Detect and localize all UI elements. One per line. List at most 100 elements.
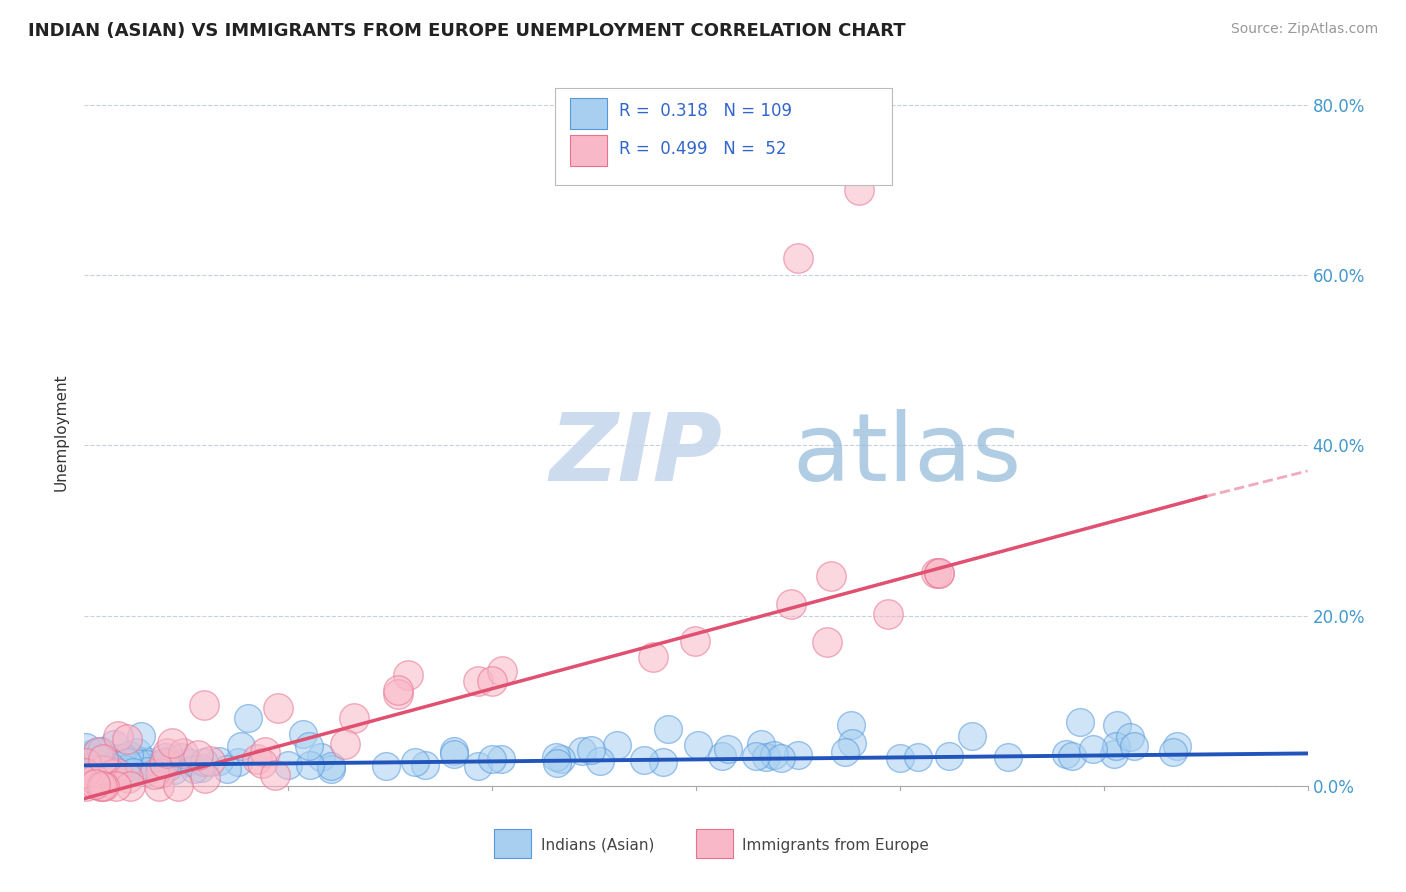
Text: Immigrants from Europe: Immigrants from Europe xyxy=(742,838,929,853)
Point xyxy=(292,727,315,741)
Point xyxy=(588,755,610,769)
Point xyxy=(938,749,960,764)
Point xyxy=(571,744,593,758)
Point xyxy=(299,758,322,772)
Point xyxy=(156,760,179,774)
Point xyxy=(107,730,129,744)
Point xyxy=(87,752,110,766)
Point xyxy=(928,566,950,580)
Point xyxy=(193,755,215,769)
Point xyxy=(153,758,176,772)
Point xyxy=(190,761,212,775)
Point xyxy=(93,779,115,793)
Point xyxy=(246,752,269,766)
Point xyxy=(1161,746,1184,760)
Point xyxy=(374,759,396,773)
Point xyxy=(651,755,673,769)
Point xyxy=(633,754,655,768)
Point xyxy=(688,739,710,753)
Point xyxy=(90,744,112,758)
Point xyxy=(387,682,409,697)
Point xyxy=(103,756,125,771)
Point xyxy=(319,759,342,773)
Point xyxy=(907,750,929,764)
Point xyxy=(136,764,159,778)
Point xyxy=(125,745,148,759)
Point xyxy=(148,779,170,793)
Point xyxy=(236,711,259,725)
Point xyxy=(80,759,103,773)
Point xyxy=(770,751,793,765)
Point xyxy=(841,735,863,749)
Point xyxy=(157,755,180,769)
Point xyxy=(91,763,114,777)
Point xyxy=(93,754,115,768)
Point xyxy=(749,737,772,751)
Text: INDIAN (ASIAN) VS IMMIGRANTS FROM EUROPE UNEMPLOYMENT CORRELATION CHART: INDIAN (ASIAN) VS IMMIGRANTS FROM EUROPE… xyxy=(28,22,905,40)
Point xyxy=(115,756,138,770)
Point xyxy=(121,764,143,779)
FancyBboxPatch shape xyxy=(555,88,891,185)
Point xyxy=(841,718,863,732)
Point xyxy=(129,730,152,744)
Point xyxy=(820,569,842,583)
Point xyxy=(149,766,172,780)
Point xyxy=(83,764,105,779)
Point xyxy=(711,748,734,763)
Point xyxy=(491,665,513,679)
Text: Indians (Asian): Indians (Asian) xyxy=(541,838,654,853)
Point xyxy=(960,729,983,743)
Point xyxy=(105,766,128,780)
Point xyxy=(100,759,122,773)
Point xyxy=(110,764,132,778)
Point xyxy=(550,752,572,766)
FancyBboxPatch shape xyxy=(569,98,606,129)
Text: Source: ZipAtlas.com: Source: ZipAtlas.com xyxy=(1230,22,1378,37)
Point xyxy=(77,750,100,764)
Point xyxy=(186,748,208,763)
Point xyxy=(321,762,343,776)
Point xyxy=(80,747,103,762)
Point xyxy=(443,747,465,761)
Point xyxy=(1118,730,1140,744)
Point xyxy=(1069,714,1091,729)
Point xyxy=(117,771,139,785)
Point xyxy=(131,758,153,772)
Point xyxy=(135,754,157,768)
Point xyxy=(75,779,97,793)
Point xyxy=(75,739,97,754)
Point xyxy=(481,673,503,688)
Point xyxy=(546,756,568,770)
Point xyxy=(87,745,110,759)
Point xyxy=(481,752,503,766)
Point xyxy=(170,749,193,764)
Point xyxy=(156,747,179,761)
Point xyxy=(467,758,489,772)
Point xyxy=(1060,749,1083,764)
Point xyxy=(83,772,105,786)
Point xyxy=(110,751,132,765)
Point xyxy=(1166,739,1188,753)
Point xyxy=(91,751,114,765)
Point xyxy=(413,758,436,772)
Point xyxy=(1105,739,1128,754)
Point xyxy=(1105,718,1128,732)
Point xyxy=(229,739,252,753)
Point xyxy=(217,762,239,776)
Point xyxy=(264,768,287,782)
Point xyxy=(467,673,489,688)
Point xyxy=(89,765,111,780)
Point xyxy=(89,764,111,779)
Point xyxy=(84,746,107,760)
Point xyxy=(333,737,356,751)
Point xyxy=(606,738,628,752)
Point xyxy=(717,741,740,756)
Point xyxy=(544,750,567,764)
Point xyxy=(253,745,276,759)
Point xyxy=(443,743,465,757)
Point xyxy=(404,755,426,769)
Point xyxy=(83,777,105,791)
Point xyxy=(267,701,290,715)
Point xyxy=(848,183,870,197)
Point xyxy=(1054,747,1077,761)
